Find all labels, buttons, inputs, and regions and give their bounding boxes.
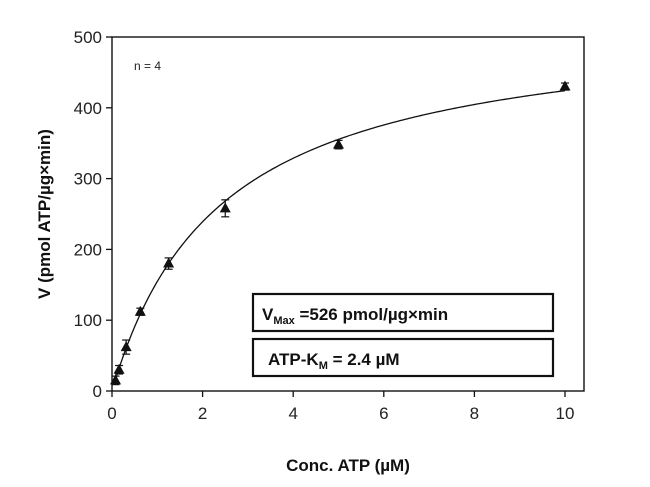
data-point-triangle: [110, 374, 122, 385]
data-point-triangle: [120, 341, 132, 352]
x-tick-label: 4: [288, 404, 297, 423]
km-value: = 2.4 µM: [328, 350, 400, 369]
data-point-triangle: [559, 80, 571, 91]
data-point-triangle: [113, 363, 125, 374]
vmax-text: VMax =526 pmol/µg×min: [262, 305, 448, 327]
vmax-subscript: Max: [273, 315, 295, 327]
km-text: ATP-KM = 2.4 µM: [268, 350, 400, 372]
michaelis-menten-fit-curve: [113, 90, 566, 384]
x-axis-ticks: 0 2 4 6 8 10: [107, 391, 574, 423]
n-label: n = 4: [134, 59, 161, 73]
data-point-triangle: [134, 305, 146, 316]
data-point-triangle: [219, 202, 231, 213]
x-axis-title: Conc. ATP (µM): [286, 456, 410, 475]
km-main: ATP-K: [268, 350, 319, 369]
y-tick-label: 200: [74, 240, 102, 259]
vmax-box: [251, 292, 555, 333]
y-tick-label: 300: [74, 170, 102, 189]
km-box: [251, 337, 555, 378]
data-points: [110, 80, 571, 386]
vmax-main: V: [262, 305, 274, 324]
km-subscript: M: [319, 360, 328, 372]
y-tick-label: 100: [74, 311, 102, 330]
plot-frame: [111, 36, 585, 392]
x-tick-label: 6: [379, 404, 388, 423]
x-tick-label: 8: [470, 404, 479, 423]
x-tick-label: 2: [198, 404, 207, 423]
y-tick-label: 500: [74, 28, 102, 47]
x-tick-label: 10: [556, 404, 575, 423]
y-axis-title: V (pmol ATP/µg×min): [35, 129, 54, 299]
y-axis-ticks: 0 100 200 300 400 500: [74, 28, 112, 401]
x-tick-label: 0: [107, 404, 116, 423]
y-tick-label: 400: [74, 99, 102, 118]
data-point-triangle: [163, 257, 175, 268]
data-point-triangle: [333, 138, 344, 149]
vmax-value: =526 pmol/µg×min: [295, 305, 448, 324]
y-tick-label: 0: [93, 382, 102, 401]
